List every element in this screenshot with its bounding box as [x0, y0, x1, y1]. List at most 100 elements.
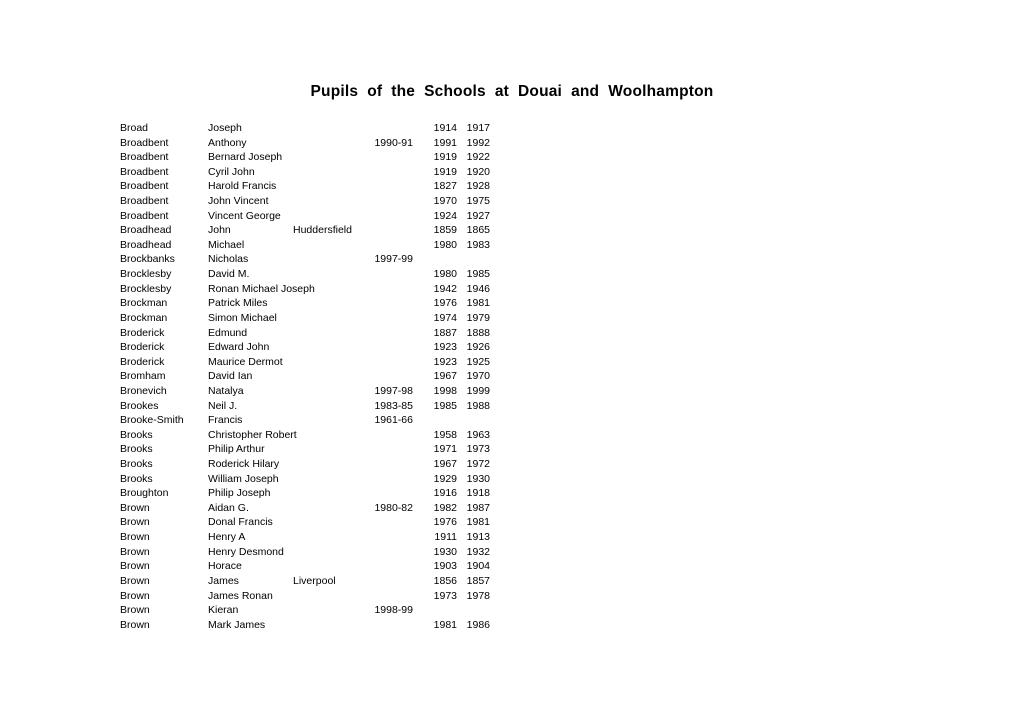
table-row: Brown Kieran 1998-99: [120, 603, 500, 618]
cell-end-year: 1970: [466, 370, 490, 383]
cell-years-attended: [350, 428, 413, 443]
table-row: Broderick Maurice Dermot 1923 1925: [120, 355, 500, 370]
cell-forename: Edward John: [208, 341, 270, 354]
cell-forename: Maurice Dermot: [208, 355, 283, 368]
cell-start-year: 1974: [433, 311, 457, 324]
cell-end-year: [461, 413, 490, 428]
table-row: Brown Mark James 1981 1986: [120, 618, 500, 633]
table-row: Broadbent Harold Francis 1827 1928: [120, 179, 500, 194]
table-row: Brooks Roderick Hilary 1967 1972: [120, 457, 500, 472]
cell-forename: Anthony: [208, 136, 247, 149]
cell-end-year: 1981: [466, 516, 490, 529]
table-row: Brown Henry A 1911 1913: [120, 530, 500, 545]
cell-surname: Brocklesby: [120, 268, 172, 281]
cell-years-attended: [350, 589, 413, 604]
cell-forename: Henry Desmond: [208, 545, 284, 558]
cell-years-attended: [350, 296, 413, 311]
cell-surname: Broadbent: [120, 180, 169, 193]
cell-forename: Edmund: [208, 326, 248, 339]
cell-start-year: 1911: [434, 531, 457, 544]
cell-forename: Horace: [208, 560, 242, 573]
cell-forename: Neil J.: [208, 399, 238, 412]
cell-end-year: 1857: [466, 574, 490, 587]
cell-end-year: 1930: [466, 472, 490, 485]
cell-years-attended: [350, 121, 413, 136]
cell-start-year: 1923: [433, 355, 457, 368]
cell-end-year: 1981: [466, 297, 490, 310]
cell-years-attended: [350, 472, 413, 487]
cell-surname: Brocklesby: [120, 282, 172, 295]
cell-surname: Bromham: [120, 370, 166, 383]
cell-surname: Broderick: [120, 341, 165, 354]
table-row: Broughton Philip Joseph 1916 1918: [120, 486, 500, 501]
cell-years-attended: 1980-82: [374, 501, 413, 514]
cell-end-year: 1988: [466, 399, 490, 412]
cell-start-year: 1916: [433, 487, 457, 500]
page-title: Pupils of the Schools at Douai and Woolh…: [310, 83, 714, 100]
cell-years-attended: 1961-66: [374, 414, 413, 427]
cell-surname: Broadbent: [120, 136, 169, 149]
cell-start-year: 1958: [433, 428, 457, 441]
cell-surname: Brown: [120, 516, 150, 529]
cell-years-attended: [350, 340, 413, 355]
cell-end-year: 1928: [466, 180, 490, 193]
cell-end-year: 1963: [466, 428, 490, 441]
table-row: Broderick Edward John 1923 1926: [120, 340, 500, 355]
table-row: Broadhead Michael 1980 1983: [120, 238, 500, 253]
cell-forename: John Vincent: [208, 195, 269, 208]
cell-years-attended: [350, 545, 413, 560]
cell-end-year: 1992: [466, 136, 490, 149]
cell-surname: Brooks: [120, 428, 153, 441]
cell-forename: Philip Arthur: [208, 443, 265, 456]
cell-years-attended: [350, 282, 413, 297]
table-row: Broad Joseph 1914 1917: [120, 121, 500, 136]
cell-years-attended: 1997-99: [374, 253, 413, 266]
cell-surname: Brown: [120, 589, 150, 602]
cell-years-attended: [350, 194, 413, 209]
cell-forename: Harold Francis: [208, 180, 277, 193]
cell-end-year: 1985: [466, 268, 490, 281]
cell-start-year: 1919: [433, 151, 457, 164]
cell-surname: Brooks: [120, 472, 153, 485]
cell-end-year: 1978: [466, 589, 490, 602]
cell-surname: Brown: [120, 574, 150, 587]
cell-surname: Brown: [120, 618, 150, 631]
cell-forename: Simon Michael: [208, 311, 277, 324]
cell-end-year: 1904: [466, 560, 490, 573]
cell-years-attended: [350, 209, 413, 224]
cell-end-year: 1983: [466, 238, 490, 251]
cell-place: Huddersfield: [293, 224, 352, 237]
cell-end-year: 1987: [466, 501, 490, 514]
cell-start-year: 1991: [433, 136, 457, 149]
cell-surname: Brooke-Smith: [120, 414, 184, 427]
cell-forename: Vincent George: [208, 209, 281, 222]
cell-end-year: 1986: [466, 618, 490, 631]
table-row: Brocklesby Ronan Michael Joseph 1942 1946: [120, 282, 500, 297]
cell-years-attended: [350, 618, 413, 633]
cell-start-year: 1967: [433, 370, 457, 383]
cell-end-year: 1932: [466, 545, 490, 558]
table-row: Brooks Christopher Robert 1958 1963: [120, 428, 500, 443]
cell-surname: Broderick: [120, 355, 165, 368]
cell-end-year: 1973: [466, 443, 490, 456]
cell-end-year: 1865: [466, 224, 490, 237]
cell-forename: David M.: [208, 268, 250, 281]
cell-surname: Broadhead: [120, 238, 172, 251]
cell-surname: Broughton: [120, 487, 169, 500]
cell-forename: David Ian: [208, 370, 253, 383]
cell-start-year: 1856: [433, 574, 457, 587]
cell-years-attended: [350, 355, 413, 370]
cell-years-attended: 1990-91: [374, 136, 413, 149]
table-row: Brooks Philip Arthur 1971 1973: [120, 442, 500, 457]
cell-forename: Francis: [208, 414, 243, 427]
cell-start-year: 1942: [433, 282, 457, 295]
cell-surname: Brown: [120, 604, 150, 617]
table-row: Broadhead John Huddersfield 1859 1865: [120, 223, 500, 238]
cell-surname: Broadbent: [120, 195, 169, 208]
table-row: Bronevich Natalya 1997-98 1998 1999: [120, 384, 500, 399]
cell-surname: Brooks: [120, 458, 153, 471]
table-row: Broadbent Cyril John 1919 1920: [120, 165, 500, 180]
cell-surname: Broadbent: [120, 151, 169, 164]
cell-years-attended: [350, 179, 413, 194]
cell-surname: Brown: [120, 501, 150, 514]
